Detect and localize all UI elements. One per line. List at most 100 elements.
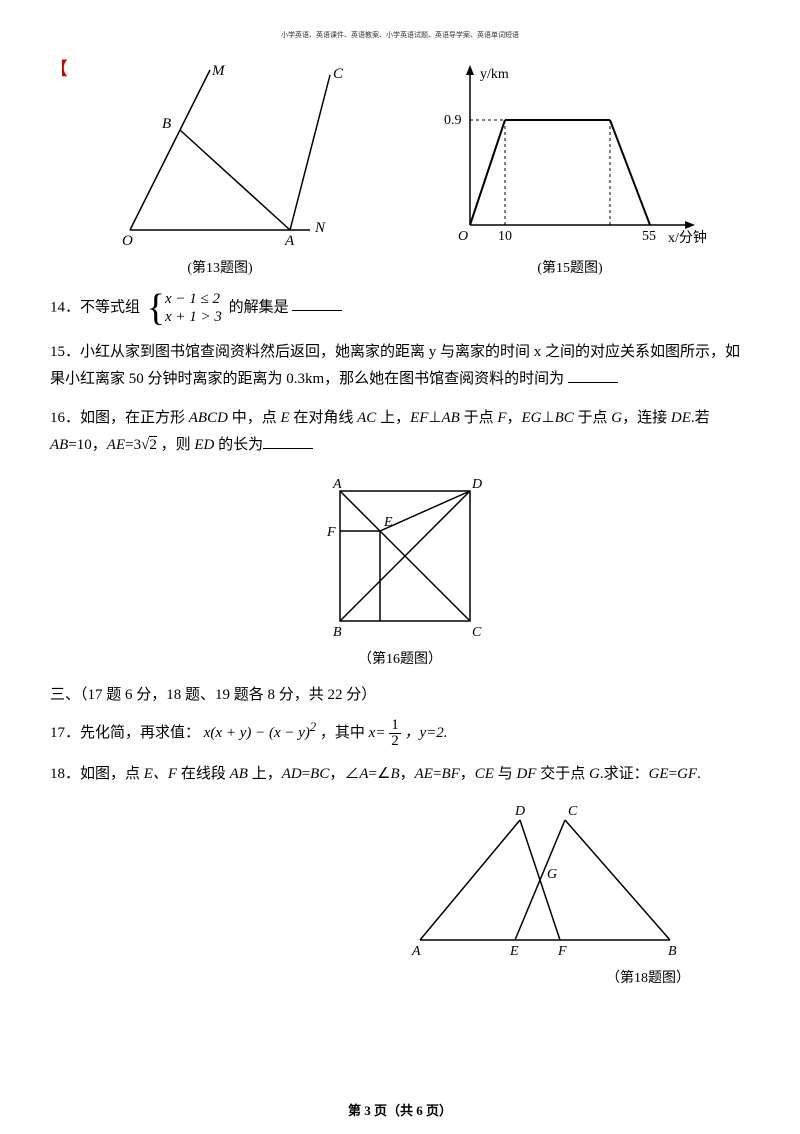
svg-text:C: C — [472, 625, 482, 640]
q18-DF: DF — [516, 766, 536, 782]
q17-den: 2 — [389, 734, 401, 749]
q15-blank — [568, 368, 618, 383]
figure-16: A D F E B C （第16题图） — [50, 471, 750, 668]
q18-t7: ， — [460, 766, 475, 782]
q18-t3: 上， — [248, 766, 282, 782]
q18-t8: 与 — [494, 766, 517, 782]
q17-yeq: ，y=2. — [404, 725, 447, 741]
q16-r2: 2 — [149, 436, 157, 453]
svg-text:B: B — [668, 944, 677, 959]
svg-text:C: C — [333, 66, 344, 82]
svg-text:B: B — [333, 625, 342, 640]
q18-AB: AB — [230, 766, 248, 782]
q18-EF: E、F — [144, 766, 177, 782]
q18-A: A — [359, 766, 368, 782]
q18-B: B — [390, 766, 399, 782]
q16-BC: BC — [555, 410, 574, 426]
figure-16-svg: A D F E B C — [300, 471, 500, 641]
figure-18-svg: D C G A E F B — [400, 800, 690, 960]
q18-eq3: = — [669, 766, 677, 782]
q16-t1: 16．如图，在正方形 — [50, 410, 189, 426]
svg-text:10: 10 — [498, 229, 512, 244]
q18-t4: ，∠ — [329, 766, 359, 782]
q18-t10: .求证： — [600, 766, 649, 782]
q16-t11: 的长为 — [214, 437, 263, 453]
q17-xeq: x= — [369, 725, 386, 741]
svg-text:F: F — [557, 944, 567, 959]
q18-CE: CE — [475, 766, 494, 782]
q16-t10: ，则 — [157, 437, 195, 453]
svg-text:C: C — [568, 804, 578, 819]
q16-E: E — [280, 410, 289, 426]
q17-expr: x(x + y) − (x − y) — [204, 725, 310, 741]
page-footer: 第 3 页（共 6 页） — [50, 1100, 750, 1119]
q16-t3: 在对角线 — [290, 410, 358, 426]
q16-eq10: =10， — [68, 437, 106, 453]
top-figures-row: M C B N O A (第13题图) y/km 0.9 O 10 55 x/分… — [50, 60, 750, 277]
question-15: 15．小红从家到图书馆查阅资料然后返回，她离家的距离 y 与离家的时间 x 之间… — [50, 339, 750, 393]
q18-t5: =∠ — [369, 766, 391, 782]
page-header-text: 小学英语、英语课件、英语教案、小学英语试题、英语导学案、英语单词短语 — [50, 30, 750, 40]
figure-18: D C G A E F B （第18题图） — [50, 800, 690, 987]
q16-AB: AB — [441, 410, 459, 426]
q18-t6: ， — [400, 766, 415, 782]
q18-AE: AE — [415, 766, 433, 782]
q16-EF: EF — [410, 410, 428, 426]
q16-3: =3 — [125, 437, 141, 453]
q16-AE: AE — [107, 437, 125, 453]
q18-AD: AD — [282, 766, 302, 782]
q16-t9: .若 — [691, 410, 710, 426]
question-16: 16．如图，在正方形 ABCD 中，点 E 在对角线 AC 上，EF⊥AB 于点… — [50, 405, 750, 459]
svg-text:y/km: y/km — [480, 67, 509, 82]
svg-text:N: N — [314, 220, 326, 236]
q16-t5: 于点 — [460, 410, 498, 426]
q16-perp1: ⊥ — [428, 410, 441, 426]
q16-blank — [263, 434, 313, 449]
svg-text:A: A — [411, 944, 421, 959]
question-18: 18．如图，点 E、F 在线段 AB 上，AD=BC，∠A=∠B，AE=BF，C… — [50, 761, 750, 788]
q18-t11: . — [697, 766, 701, 782]
q16-AC: AC — [357, 410, 376, 426]
svg-text:55: 55 — [642, 229, 656, 244]
question-14: 14．不等式组 { x − 1 ≤ 2 x + 1 > 3 的解集是 — [50, 289, 750, 327]
svg-text:E: E — [509, 944, 519, 959]
figure-16-caption: （第16题图） — [50, 648, 750, 668]
q16-t4: 上， — [376, 410, 410, 426]
svg-text:O: O — [458, 229, 468, 244]
figure-13-caption: (第13题图) — [90, 257, 350, 277]
figure-15: y/km 0.9 O 10 55 x/分钟 (第15题图) — [430, 60, 710, 277]
section-3-header: 三、（17 题 6 分，18 题、19 题各 8 分，共 22 分） — [50, 683, 750, 704]
q14-ineq-1: x − 1 ≤ 2 — [165, 290, 222, 308]
figure-13: M C B N O A (第13题图) — [90, 60, 350, 277]
q17-mid: ，其中 — [320, 725, 369, 741]
svg-text:B: B — [162, 116, 171, 132]
svg-text:D: D — [514, 804, 525, 819]
q14-suffix: 的解集是 — [229, 299, 289, 315]
svg-text:F: F — [326, 525, 336, 540]
svg-text:G: G — [547, 867, 557, 882]
figure-15-caption: (第15题图) — [430, 257, 710, 277]
q18-BF: BF — [441, 766, 459, 782]
q18-G: G — [589, 766, 600, 782]
q16-perp2: ⊥ — [542, 410, 555, 426]
question-17: 17．先化简，再求值： x(x + y) − (x − y)2 ，其中 x= 1… — [50, 716, 750, 749]
q18-t1: 18．如图，点 — [50, 766, 144, 782]
q15-text: 15．小红从家到图书馆查阅资料然后返回，她离家的距离 y 与离家的时间 x 之间… — [50, 344, 740, 387]
figure-13-svg: M C B N O A — [90, 60, 350, 250]
q16-abcd: ABCD — [189, 410, 228, 426]
q17-sq: 2 — [310, 720, 316, 734]
q18-t9: 交于点 — [536, 766, 589, 782]
figure-18-caption: （第18题图） — [50, 967, 690, 987]
q14-blank — [292, 296, 342, 311]
svg-text:E: E — [383, 515, 393, 530]
svg-text:0.9: 0.9 — [444, 113, 462, 128]
q18-GF: GF — [677, 766, 697, 782]
q16-EG: EG — [522, 410, 542, 426]
q16-F: F — [497, 410, 506, 426]
q16-DE: DE — [671, 410, 691, 426]
red-bracket-mark: 【 — [50, 55, 68, 81]
q16-AB2: AB — [50, 437, 68, 453]
q18-BC: BC — [310, 766, 329, 782]
svg-text:A: A — [332, 477, 342, 492]
svg-text:A: A — [284, 233, 295, 249]
